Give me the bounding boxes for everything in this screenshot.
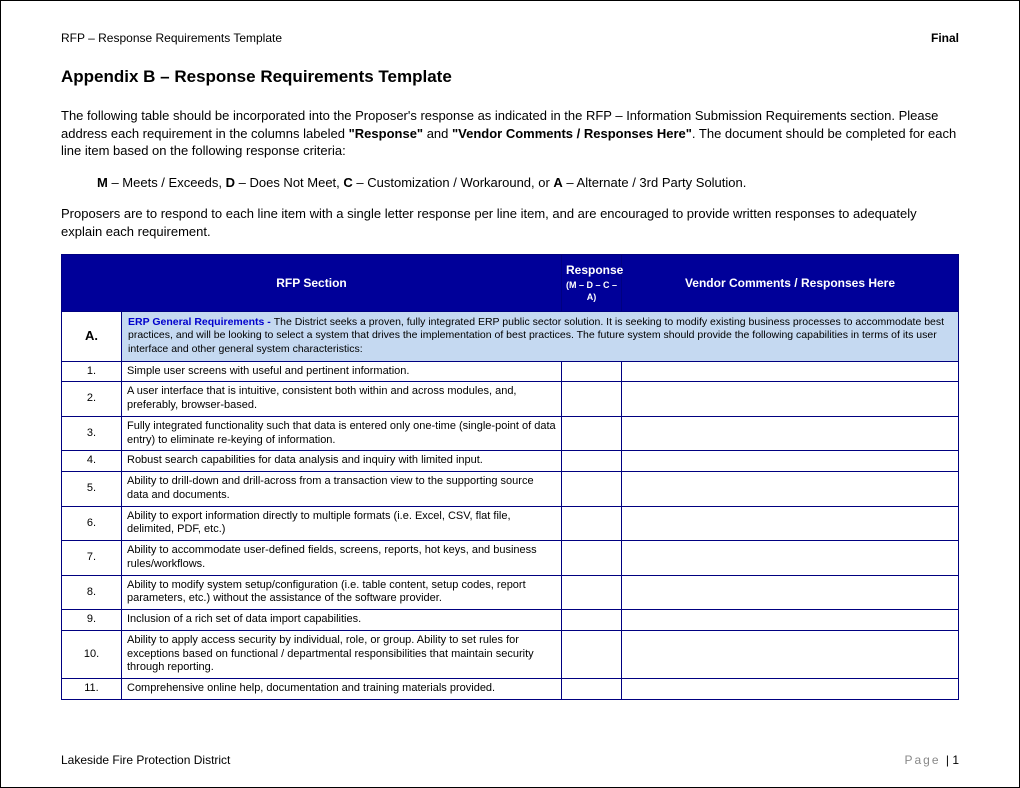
table-row: 3.Fully integrated functionality such th… [62, 416, 959, 451]
header-left: RFP – Response Requirements Template [61, 31, 282, 45]
row-response-cell[interactable] [562, 610, 622, 631]
row-description: A user interface that is intuitive, cons… [122, 382, 562, 417]
row-description: Ability to export information directly t… [122, 506, 562, 541]
row-number: 7. [62, 541, 122, 576]
row-vendor-cell[interactable] [622, 630, 959, 678]
row-description: Robust search capabilities for data anal… [122, 451, 562, 472]
row-vendor-cell[interactable] [622, 506, 959, 541]
row-response-cell[interactable] [562, 451, 622, 472]
th-vendor: Vendor Comments / Responses Here [622, 255, 959, 312]
criteria-code: A [553, 175, 562, 190]
table-row: 10.Ability to apply access security by i… [62, 630, 959, 678]
page-title: Appendix B – Response Requirements Templ… [61, 67, 959, 87]
table-row: 2.A user interface that is intuitive, co… [62, 382, 959, 417]
row-number: 8. [62, 575, 122, 610]
th-response: Response (M – D – C – A) [562, 255, 622, 312]
row-vendor-cell[interactable] [622, 610, 959, 631]
criteria-text: – Does Not Meet, [235, 175, 343, 190]
row-number: 9. [62, 610, 122, 631]
requirements-table: RFP Section Response (M – D – C – A) Ven… [61, 254, 959, 700]
intro-bold-response: "Response" [349, 126, 423, 141]
row-vendor-cell[interactable] [622, 382, 959, 417]
section-row: A. ERP General Requirements - The Distri… [62, 311, 959, 361]
table-row: 1.Simple user screens with useful and pe… [62, 361, 959, 382]
criteria-text: – Alternate / 3rd Party Solution. [563, 175, 747, 190]
row-description: Fully integrated functionality such that… [122, 416, 562, 451]
row-response-cell[interactable] [562, 472, 622, 507]
criteria-text: – Meets / Exceeds, [108, 175, 226, 190]
row-description: Ability to apply access security by indi… [122, 630, 562, 678]
row-description: Simple user screens with useful and pert… [122, 361, 562, 382]
row-number: 11. [62, 679, 122, 700]
row-response-cell[interactable] [562, 541, 622, 576]
row-response-cell[interactable] [562, 361, 622, 382]
table-row: 4.Robust search capabilities for data an… [62, 451, 959, 472]
row-number: 6. [62, 506, 122, 541]
row-vendor-cell[interactable] [622, 575, 959, 610]
criteria-text: – Customization / Workaround, or [353, 175, 554, 190]
row-description: Ability to modify system setup/configura… [122, 575, 562, 610]
section-title: ERP General Requirements - [128, 316, 274, 328]
section-description: ERP General Requirements - The District … [122, 311, 959, 361]
row-vendor-cell[interactable] [622, 416, 959, 451]
intro-block: The following table should be incorporat… [61, 107, 959, 240]
table-row: 9.Inclusion of a rich set of data import… [62, 610, 959, 631]
row-vendor-cell[interactable] [622, 679, 959, 700]
table-header-row: RFP Section Response (M – D – C – A) Ven… [62, 255, 959, 312]
running-header: RFP – Response Requirements Template Fin… [61, 31, 959, 45]
intro-bold-vendor: "Vendor Comments / Responses Here" [452, 126, 692, 141]
row-description: Ability to drill-down and drill-across f… [122, 472, 562, 507]
intro-para-3: Proposers are to respond to each line it… [61, 205, 959, 240]
table-body: A. ERP General Requirements - The Distri… [62, 311, 959, 699]
row-number: 3. [62, 416, 122, 451]
criteria-line: M – Meets / Exceeds, D – Does Not Meet, … [61, 174, 959, 192]
row-response-cell[interactable] [562, 416, 622, 451]
row-description: Ability to accommodate user-defined fiel… [122, 541, 562, 576]
row-description: Comprehensive online help, documentation… [122, 679, 562, 700]
row-vendor-cell[interactable] [622, 361, 959, 382]
row-number: 2. [62, 382, 122, 417]
row-number: 10. [62, 630, 122, 678]
table-row: 11.Comprehensive online help, documentat… [62, 679, 959, 700]
th-response-label: Response [566, 263, 617, 278]
intro-para-1: The following table should be incorporat… [61, 107, 959, 160]
row-description: Inclusion of a rich set of data import c… [122, 610, 562, 631]
th-response-sub: (M – D – C – A) [566, 280, 617, 303]
criteria-code: C [343, 175, 352, 190]
row-response-cell[interactable] [562, 630, 622, 678]
row-vendor-cell[interactable] [622, 451, 959, 472]
intro-text: and [423, 126, 452, 141]
footer-page-num: 1 [952, 753, 959, 767]
footer-left: Lakeside Fire Protection District [61, 753, 230, 767]
row-response-cell[interactable] [562, 679, 622, 700]
row-response-cell[interactable] [562, 575, 622, 610]
row-vendor-cell[interactable] [622, 541, 959, 576]
row-response-cell[interactable] [562, 382, 622, 417]
document-page: RFP – Response Requirements Template Fin… [0, 0, 1020, 788]
row-response-cell[interactable] [562, 506, 622, 541]
criteria-code: M [97, 175, 108, 190]
th-section: RFP Section [62, 255, 562, 312]
row-number: 1. [62, 361, 122, 382]
table-row: 5.Ability to drill-down and drill-across… [62, 472, 959, 507]
row-vendor-cell[interactable] [622, 472, 959, 507]
criteria-code: D [226, 175, 235, 190]
table-row: 7.Ability to accommodate user-defined fi… [62, 541, 959, 576]
row-number: 5. [62, 472, 122, 507]
footer-page: Page | 1 [905, 753, 960, 767]
row-number: 4. [62, 451, 122, 472]
footer-page-label: Page [905, 753, 946, 767]
page-footer: Lakeside Fire Protection District Page |… [61, 753, 959, 767]
section-label: A. [62, 311, 122, 361]
table-row: 8.Ability to modify system setup/configu… [62, 575, 959, 610]
table-row: 6.Ability to export information directly… [62, 506, 959, 541]
header-right: Final [931, 31, 959, 45]
